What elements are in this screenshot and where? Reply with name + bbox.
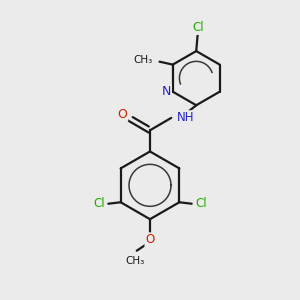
Text: NH: NH	[176, 111, 194, 124]
Text: N: N	[162, 85, 171, 98]
Text: O: O	[117, 108, 127, 121]
Text: O: O	[146, 233, 154, 246]
Text: Cl: Cl	[195, 197, 207, 210]
Text: Cl: Cl	[192, 21, 203, 34]
Text: Cl: Cl	[93, 197, 105, 210]
Text: CH₃: CH₃	[126, 256, 145, 266]
Text: CH₃: CH₃	[134, 55, 153, 65]
